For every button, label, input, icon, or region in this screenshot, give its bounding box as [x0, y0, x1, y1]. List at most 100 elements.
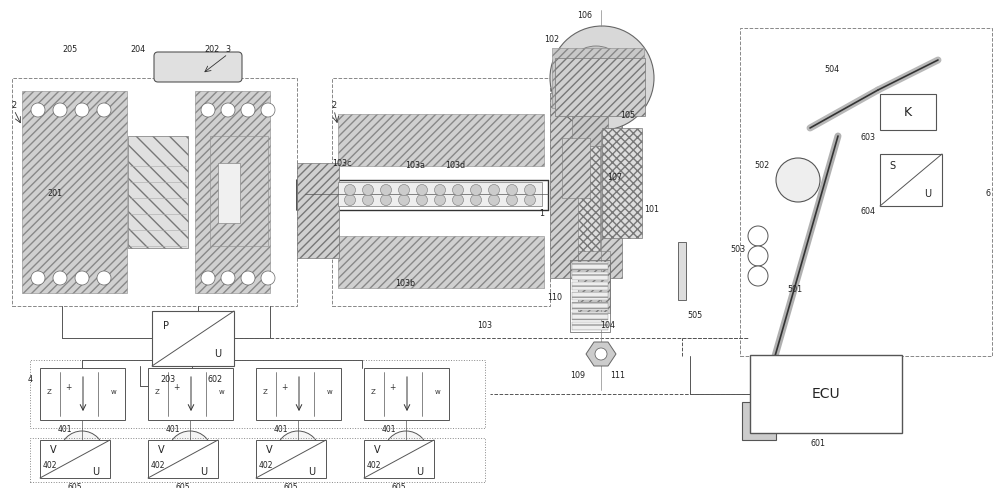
Circle shape — [471, 184, 482, 196]
Text: V: V — [158, 445, 164, 455]
Circle shape — [564, 46, 628, 110]
Circle shape — [241, 271, 255, 285]
Circle shape — [276, 431, 320, 475]
Circle shape — [75, 271, 89, 285]
Bar — [148, 440, 218, 478]
Text: V: V — [266, 445, 272, 455]
Circle shape — [31, 271, 45, 285]
Text: 6: 6 — [986, 188, 991, 198]
Bar — [550, 93, 622, 278]
Text: 109: 109 — [570, 371, 586, 381]
Text: 605: 605 — [284, 484, 298, 488]
Bar — [555, 58, 645, 116]
Circle shape — [201, 103, 215, 117]
Text: 103c: 103c — [332, 159, 352, 167]
Bar — [22, 91, 127, 293]
Bar — [338, 236, 544, 288]
Circle shape — [776, 158, 820, 202]
Bar — [40, 440, 110, 478]
Text: P: P — [163, 321, 169, 331]
Text: U: U — [214, 349, 222, 359]
Bar — [572, 78, 608, 146]
Text: 401: 401 — [274, 426, 288, 434]
Circle shape — [241, 103, 255, 117]
Circle shape — [75, 446, 89, 460]
Bar — [148, 368, 233, 420]
Circle shape — [471, 195, 482, 205]
Circle shape — [201, 271, 215, 285]
Text: +: + — [65, 384, 71, 392]
Circle shape — [31, 103, 45, 117]
Circle shape — [261, 103, 275, 117]
Bar — [552, 48, 644, 108]
Circle shape — [595, 348, 607, 360]
Text: 401: 401 — [58, 426, 72, 434]
Text: Z: Z — [155, 389, 159, 395]
Text: 205: 205 — [62, 45, 78, 55]
Circle shape — [399, 195, 410, 205]
Polygon shape — [586, 342, 616, 366]
Text: 110: 110 — [548, 293, 562, 303]
Text: 602: 602 — [207, 375, 223, 385]
Text: 105: 105 — [620, 111, 636, 121]
Text: U: U — [308, 467, 316, 477]
Text: 505: 505 — [687, 311, 703, 321]
Circle shape — [75, 103, 89, 117]
Bar — [30, 360, 485, 428]
Bar — [880, 94, 936, 130]
Bar — [128, 136, 188, 248]
Circle shape — [362, 184, 374, 196]
Text: Z: Z — [371, 389, 375, 395]
Circle shape — [291, 446, 305, 460]
Text: Z: Z — [47, 389, 51, 395]
Text: +: + — [389, 384, 395, 392]
Text: U: U — [200, 467, 208, 477]
Text: 401: 401 — [382, 426, 396, 434]
Text: U: U — [92, 467, 100, 477]
Text: 501: 501 — [787, 285, 803, 294]
Circle shape — [435, 184, 446, 196]
Text: 402: 402 — [367, 462, 381, 470]
Circle shape — [97, 271, 111, 285]
Text: 106: 106 — [578, 12, 592, 20]
Bar — [578, 146, 600, 278]
Text: 202: 202 — [204, 45, 220, 55]
Text: 402: 402 — [259, 462, 273, 470]
Bar — [338, 182, 542, 206]
Text: 605: 605 — [68, 484, 82, 488]
Bar — [12, 78, 297, 306]
Circle shape — [417, 195, 428, 205]
Text: 2: 2 — [331, 102, 337, 110]
Bar — [562, 138, 590, 198]
Text: 201: 201 — [47, 188, 63, 198]
Circle shape — [435, 195, 446, 205]
Circle shape — [381, 184, 392, 196]
Text: w: w — [111, 389, 117, 395]
Text: w: w — [327, 389, 333, 395]
Circle shape — [550, 26, 654, 130]
Text: w: w — [435, 389, 441, 395]
Circle shape — [261, 271, 275, 285]
Text: 1: 1 — [540, 208, 544, 218]
Circle shape — [748, 246, 768, 266]
Bar — [152, 311, 234, 366]
Text: 111: 111 — [610, 371, 626, 381]
Text: 3: 3 — [225, 45, 230, 55]
Circle shape — [183, 446, 197, 460]
Text: w: w — [219, 389, 225, 395]
Circle shape — [221, 103, 235, 117]
Text: 402: 402 — [151, 462, 165, 470]
Text: 103d: 103d — [445, 162, 465, 170]
Bar — [880, 154, 942, 206]
Text: 605: 605 — [392, 484, 406, 488]
FancyBboxPatch shape — [154, 52, 242, 82]
Bar — [570, 260, 610, 332]
Text: 102: 102 — [544, 36, 560, 44]
Text: 204: 204 — [130, 45, 146, 55]
Bar — [578, 251, 610, 313]
Circle shape — [53, 103, 67, 117]
Circle shape — [221, 271, 235, 285]
Text: V: V — [50, 445, 56, 455]
Bar — [40, 368, 125, 420]
Text: 604: 604 — [860, 207, 876, 217]
